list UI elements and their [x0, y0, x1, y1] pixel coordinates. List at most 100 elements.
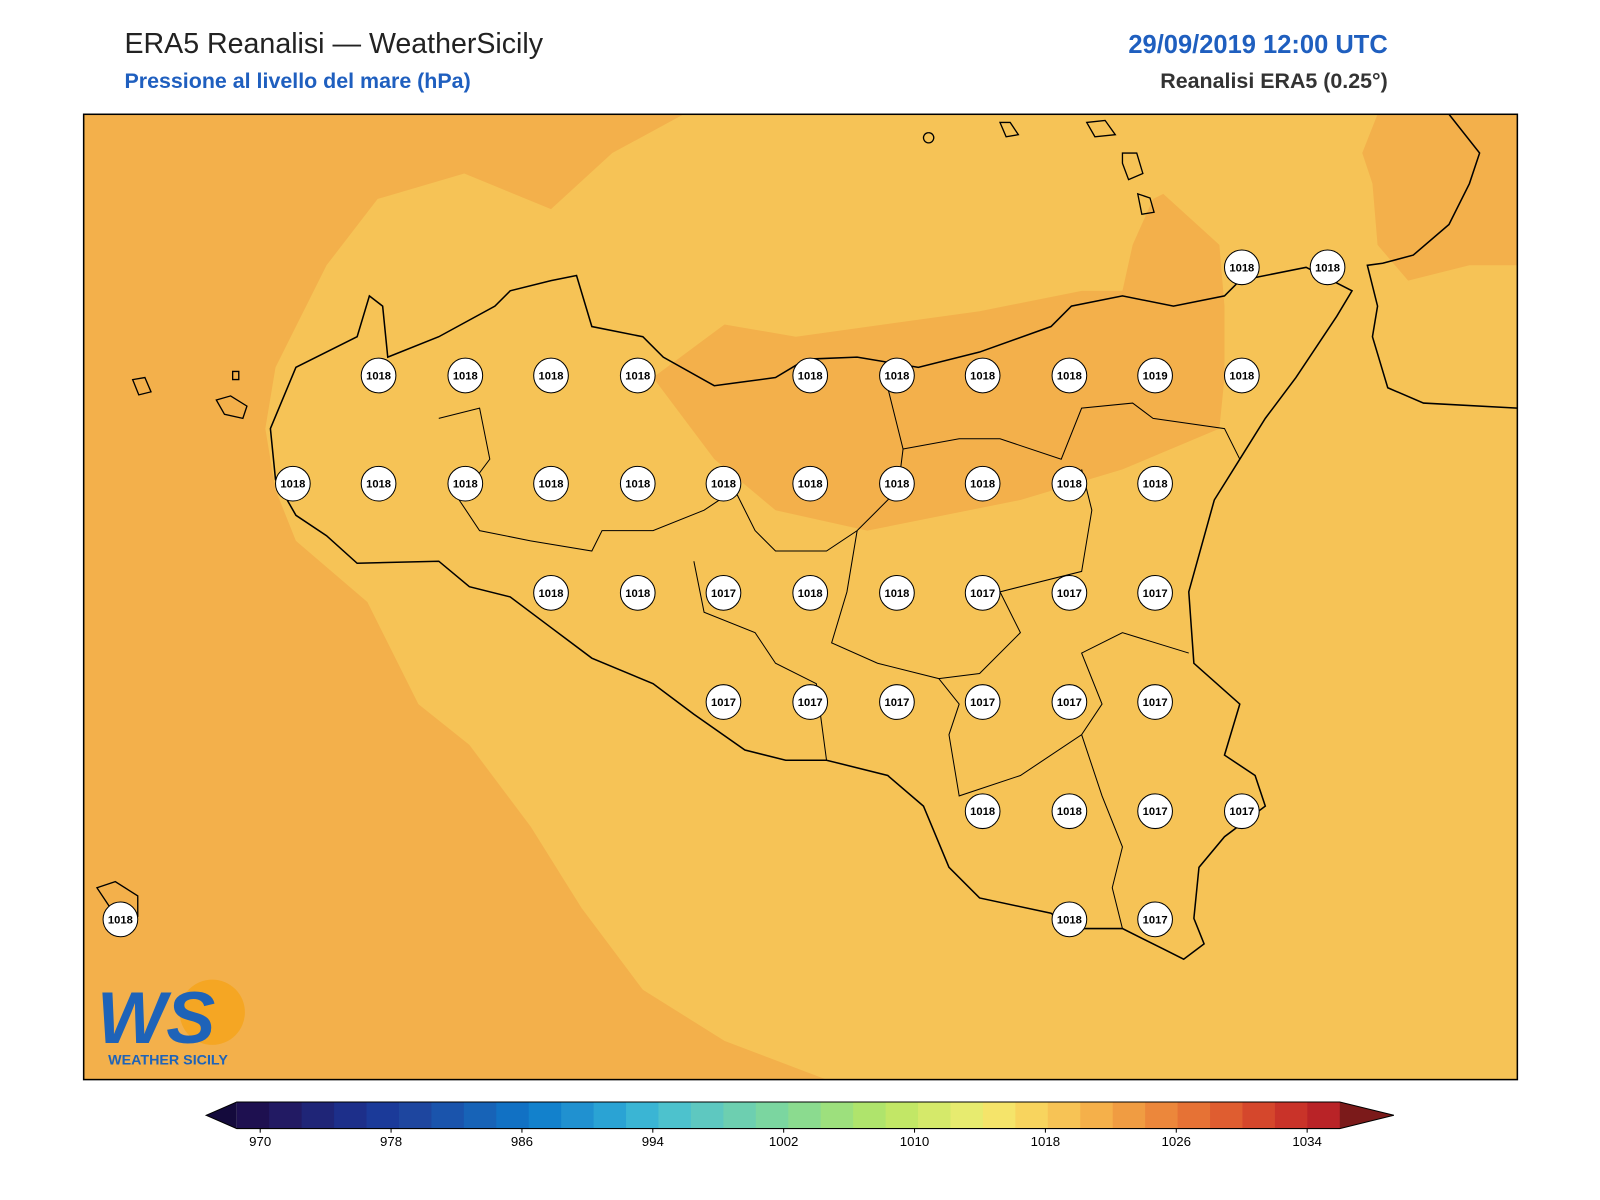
station-value: 1017 [1143, 697, 1168, 709]
colorbar-bin [528, 1102, 562, 1129]
station-marker [1137, 684, 1173, 720]
station-marker [447, 465, 484, 502]
station-value: 1017 [1229, 806, 1254, 818]
station-marker [879, 357, 915, 394]
colorbar-bin [398, 1102, 432, 1129]
station-marker [1309, 249, 1346, 286]
station-marker [619, 575, 656, 611]
station-value: 1019 [1143, 370, 1168, 382]
colorbar-bin [236, 1102, 270, 1129]
colorbar-bin [982, 1102, 1016, 1129]
station-value: 1018 [539, 370, 564, 382]
colorbar-tick-label: 1010 [900, 1134, 929, 1149]
station-value: 1017 [1057, 697, 1082, 709]
station-value: 1017 [884, 697, 909, 709]
colorbar-bin [690, 1102, 724, 1129]
colorbar-bin [723, 1102, 757, 1129]
coastline [269, 266, 1354, 961]
station-value: 1018 [453, 370, 478, 382]
colorbar-tick-label: 1018 [1031, 1134, 1060, 1149]
station-value: 1018 [366, 370, 391, 382]
stations: 1018 1018 1018 1018 1018 1018 1018 1018 1018 1018… [102, 249, 1346, 938]
station-marker [102, 901, 139, 938]
station-marker [1223, 249, 1260, 286]
logo-sun [179, 979, 245, 1045]
colorbar: 970 978 986 994 1002 1010 1018 1026 1034 [204, 1101, 1394, 1149]
station-marker [1051, 684, 1088, 720]
station-value: 1018 [453, 479, 478, 491]
colorbar-bin [755, 1102, 789, 1129]
station-value: 1018 [280, 479, 305, 491]
colorbar-bin [301, 1102, 335, 1129]
station-value: 1018 [1143, 479, 1168, 491]
station-marker [792, 357, 829, 394]
logo-name: WEATHER SICILY [108, 1052, 228, 1068]
station-value: 1018 [1229, 370, 1254, 382]
station-marker [1137, 575, 1173, 611]
station-value: 1018 [625, 479, 650, 491]
colorbar-outline [204, 1101, 1394, 1130]
station-marker [792, 465, 829, 502]
station-marker [705, 465, 742, 502]
colorbar-extend [206, 1102, 237, 1129]
station-marker [1137, 793, 1173, 830]
colorbar-bin [1307, 1102, 1341, 1129]
colorbar-bin [658, 1102, 692, 1129]
colorbar-bin [918, 1102, 951, 1129]
colorbar-bin [496, 1102, 530, 1129]
colorbar-bin [950, 1102, 984, 1129]
station-marker [275, 465, 311, 502]
station-value: 1018 [884, 370, 909, 382]
station-value: 1018 [539, 479, 564, 491]
station-marker [1137, 465, 1173, 502]
colorbar-tick-label: 978 [380, 1134, 402, 1149]
title: ERA5 Reanalisi — WeatherSicily [124, 28, 543, 60]
colorbar-bin [820, 1102, 854, 1129]
station-value: 1017 [970, 588, 995, 600]
station-value: 1018 [108, 914, 133, 926]
map-frame [82, 113, 1519, 1081]
colorbar-bin [1210, 1102, 1243, 1129]
station-marker [1051, 357, 1088, 394]
colorbar-bin [626, 1102, 660, 1129]
station-marker [879, 465, 915, 502]
station-marker [360, 465, 397, 502]
station-marker [964, 793, 1001, 830]
province-border [902, 402, 1241, 460]
province-border [831, 530, 1189, 797]
logo-mark: WS [97, 976, 215, 1059]
station-marker [964, 684, 1001, 720]
station-value: 1018 [1057, 479, 1082, 491]
station-marker [879, 684, 915, 720]
colorbar-bin [885, 1102, 919, 1129]
station-value: 1017 [970, 697, 995, 709]
station-value: 1018 [1057, 914, 1082, 926]
station-value: 1018 [970, 370, 995, 382]
station-value: 1018 [625, 588, 650, 600]
station-value: 1018 [798, 588, 823, 600]
station-value: 1018 [1315, 262, 1340, 274]
station-marker [792, 575, 829, 611]
station-value: 1018 [1229, 262, 1254, 274]
colorbar-bin [366, 1102, 400, 1129]
logo: WS WEATHER SICILY [97, 976, 245, 1068]
station-value: 1017 [711, 588, 736, 600]
colorbar-bin [1242, 1102, 1276, 1129]
subtitle: Pressione al livello del mare (hPa) [124, 69, 470, 93]
colorbar-bin [853, 1102, 887, 1129]
colorbar-bin [788, 1102, 822, 1129]
colorbar-tick-label: 1034 [1292, 1134, 1321, 1149]
colorbar-tick-label: 994 [642, 1134, 664, 1149]
station-value: 1018 [711, 479, 736, 491]
station-marker [1051, 793, 1088, 830]
date: 29/09/2019 12:00 UTC [1128, 31, 1387, 59]
province-border [1081, 734, 1123, 929]
station-value: 1017 [1143, 588, 1168, 600]
station-value: 1018 [539, 588, 564, 600]
colorbar-bin [463, 1102, 497, 1129]
station-marker [1137, 357, 1173, 394]
station-marker [533, 575, 569, 611]
station-marker [792, 684, 829, 720]
station-marker [705, 575, 742, 611]
station-marker [879, 575, 915, 611]
